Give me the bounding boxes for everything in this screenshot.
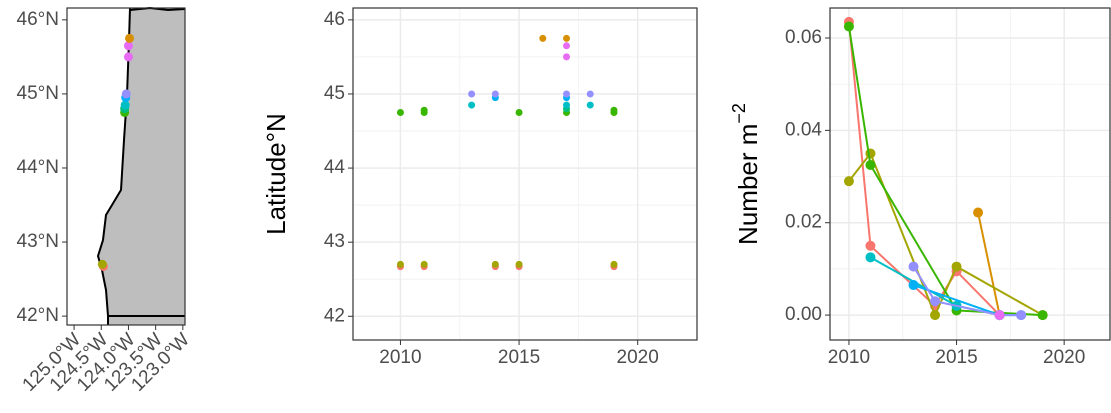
point xyxy=(563,42,571,50)
point xyxy=(468,90,476,98)
point xyxy=(586,101,594,109)
point xyxy=(586,90,594,98)
y-tick-label: 44°N xyxy=(17,157,59,178)
point xyxy=(396,108,404,116)
site-point xyxy=(123,41,133,51)
point xyxy=(468,101,476,109)
y-axis-label: Number m−2 xyxy=(729,103,763,245)
point xyxy=(563,53,571,61)
point xyxy=(539,34,547,42)
site-point xyxy=(125,33,135,43)
site-point xyxy=(120,100,130,110)
site-point xyxy=(97,259,107,269)
point xyxy=(930,310,941,321)
point xyxy=(865,159,876,170)
point xyxy=(563,34,571,42)
x-tick-label: 2010 xyxy=(379,347,421,368)
point xyxy=(491,90,499,98)
point xyxy=(908,261,919,272)
y-tick-label: 42°N xyxy=(17,305,59,326)
y-tick-label: 44 xyxy=(324,157,346,178)
point xyxy=(908,280,919,291)
panel-border xyxy=(66,7,186,326)
panel-border xyxy=(352,7,698,341)
point xyxy=(930,296,941,307)
y-tick-label: 43 xyxy=(324,231,345,252)
y-tick-label: 46°N xyxy=(17,9,59,30)
y-tick-label: 0.04 xyxy=(785,119,822,140)
point xyxy=(515,260,523,268)
point xyxy=(420,106,428,114)
panel-border xyxy=(829,7,1111,341)
point xyxy=(865,252,876,263)
point xyxy=(1037,310,1048,321)
line xyxy=(912,266,1022,317)
x-tick-label: 2015 xyxy=(935,347,977,368)
point xyxy=(951,261,962,272)
point xyxy=(610,260,618,268)
point xyxy=(1016,310,1027,321)
point xyxy=(865,240,876,251)
y-tick-label: 45°N xyxy=(17,83,59,104)
point xyxy=(563,90,571,98)
point xyxy=(396,260,404,268)
point xyxy=(843,176,854,187)
y-tick-label: 0.06 xyxy=(785,27,822,48)
site-point xyxy=(123,52,133,62)
y-tick-label: 0.02 xyxy=(785,212,822,233)
y-axis-label: Latitude°N xyxy=(261,113,291,235)
x-tick-label: 2015 xyxy=(498,347,540,368)
map-land xyxy=(96,6,186,325)
line xyxy=(977,212,1001,316)
x-tick-label: 2020 xyxy=(1043,347,1085,368)
point xyxy=(843,21,854,32)
site-point xyxy=(121,89,131,99)
y-tick-label: 43°N xyxy=(17,231,59,252)
point xyxy=(515,108,523,116)
point xyxy=(420,260,428,268)
y-tick-label: 42 xyxy=(324,305,345,326)
point xyxy=(994,310,1005,321)
x-tick-label: 2020 xyxy=(617,347,659,368)
y-axis-label-superscript: −2 xyxy=(729,103,749,124)
point xyxy=(491,260,499,268)
y-tick-label: 45 xyxy=(324,83,345,104)
y-tick-label: 46 xyxy=(324,9,345,30)
point xyxy=(610,106,618,114)
point xyxy=(865,148,876,159)
x-tick-label: 2010 xyxy=(828,347,870,368)
y-tick-label: 0.00 xyxy=(785,304,822,325)
point xyxy=(563,101,571,109)
point xyxy=(973,207,984,218)
y-axis-label-text: Number m xyxy=(733,124,763,245)
